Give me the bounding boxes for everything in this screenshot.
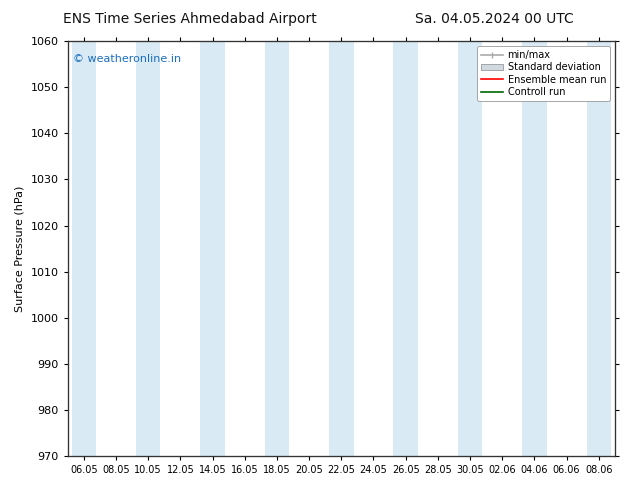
Text: © weatheronline.in: © weatheronline.in xyxy=(73,54,181,64)
Bar xyxy=(136,41,160,456)
Bar xyxy=(329,41,354,456)
Bar xyxy=(200,41,225,456)
Y-axis label: Surface Pressure (hPa): Surface Pressure (hPa) xyxy=(15,185,25,312)
Text: Sa. 04.05.2024 00 UTC: Sa. 04.05.2024 00 UTC xyxy=(415,12,574,26)
Bar xyxy=(458,41,482,456)
Bar xyxy=(264,41,289,456)
Bar xyxy=(522,41,547,456)
Bar xyxy=(586,41,611,456)
Bar xyxy=(394,41,418,456)
Bar xyxy=(72,41,96,456)
Text: ENS Time Series Ahmedabad Airport: ENS Time Series Ahmedabad Airport xyxy=(63,12,317,26)
Legend: min/max, Standard deviation, Ensemble mean run, Controll run: min/max, Standard deviation, Ensemble me… xyxy=(477,46,610,101)
